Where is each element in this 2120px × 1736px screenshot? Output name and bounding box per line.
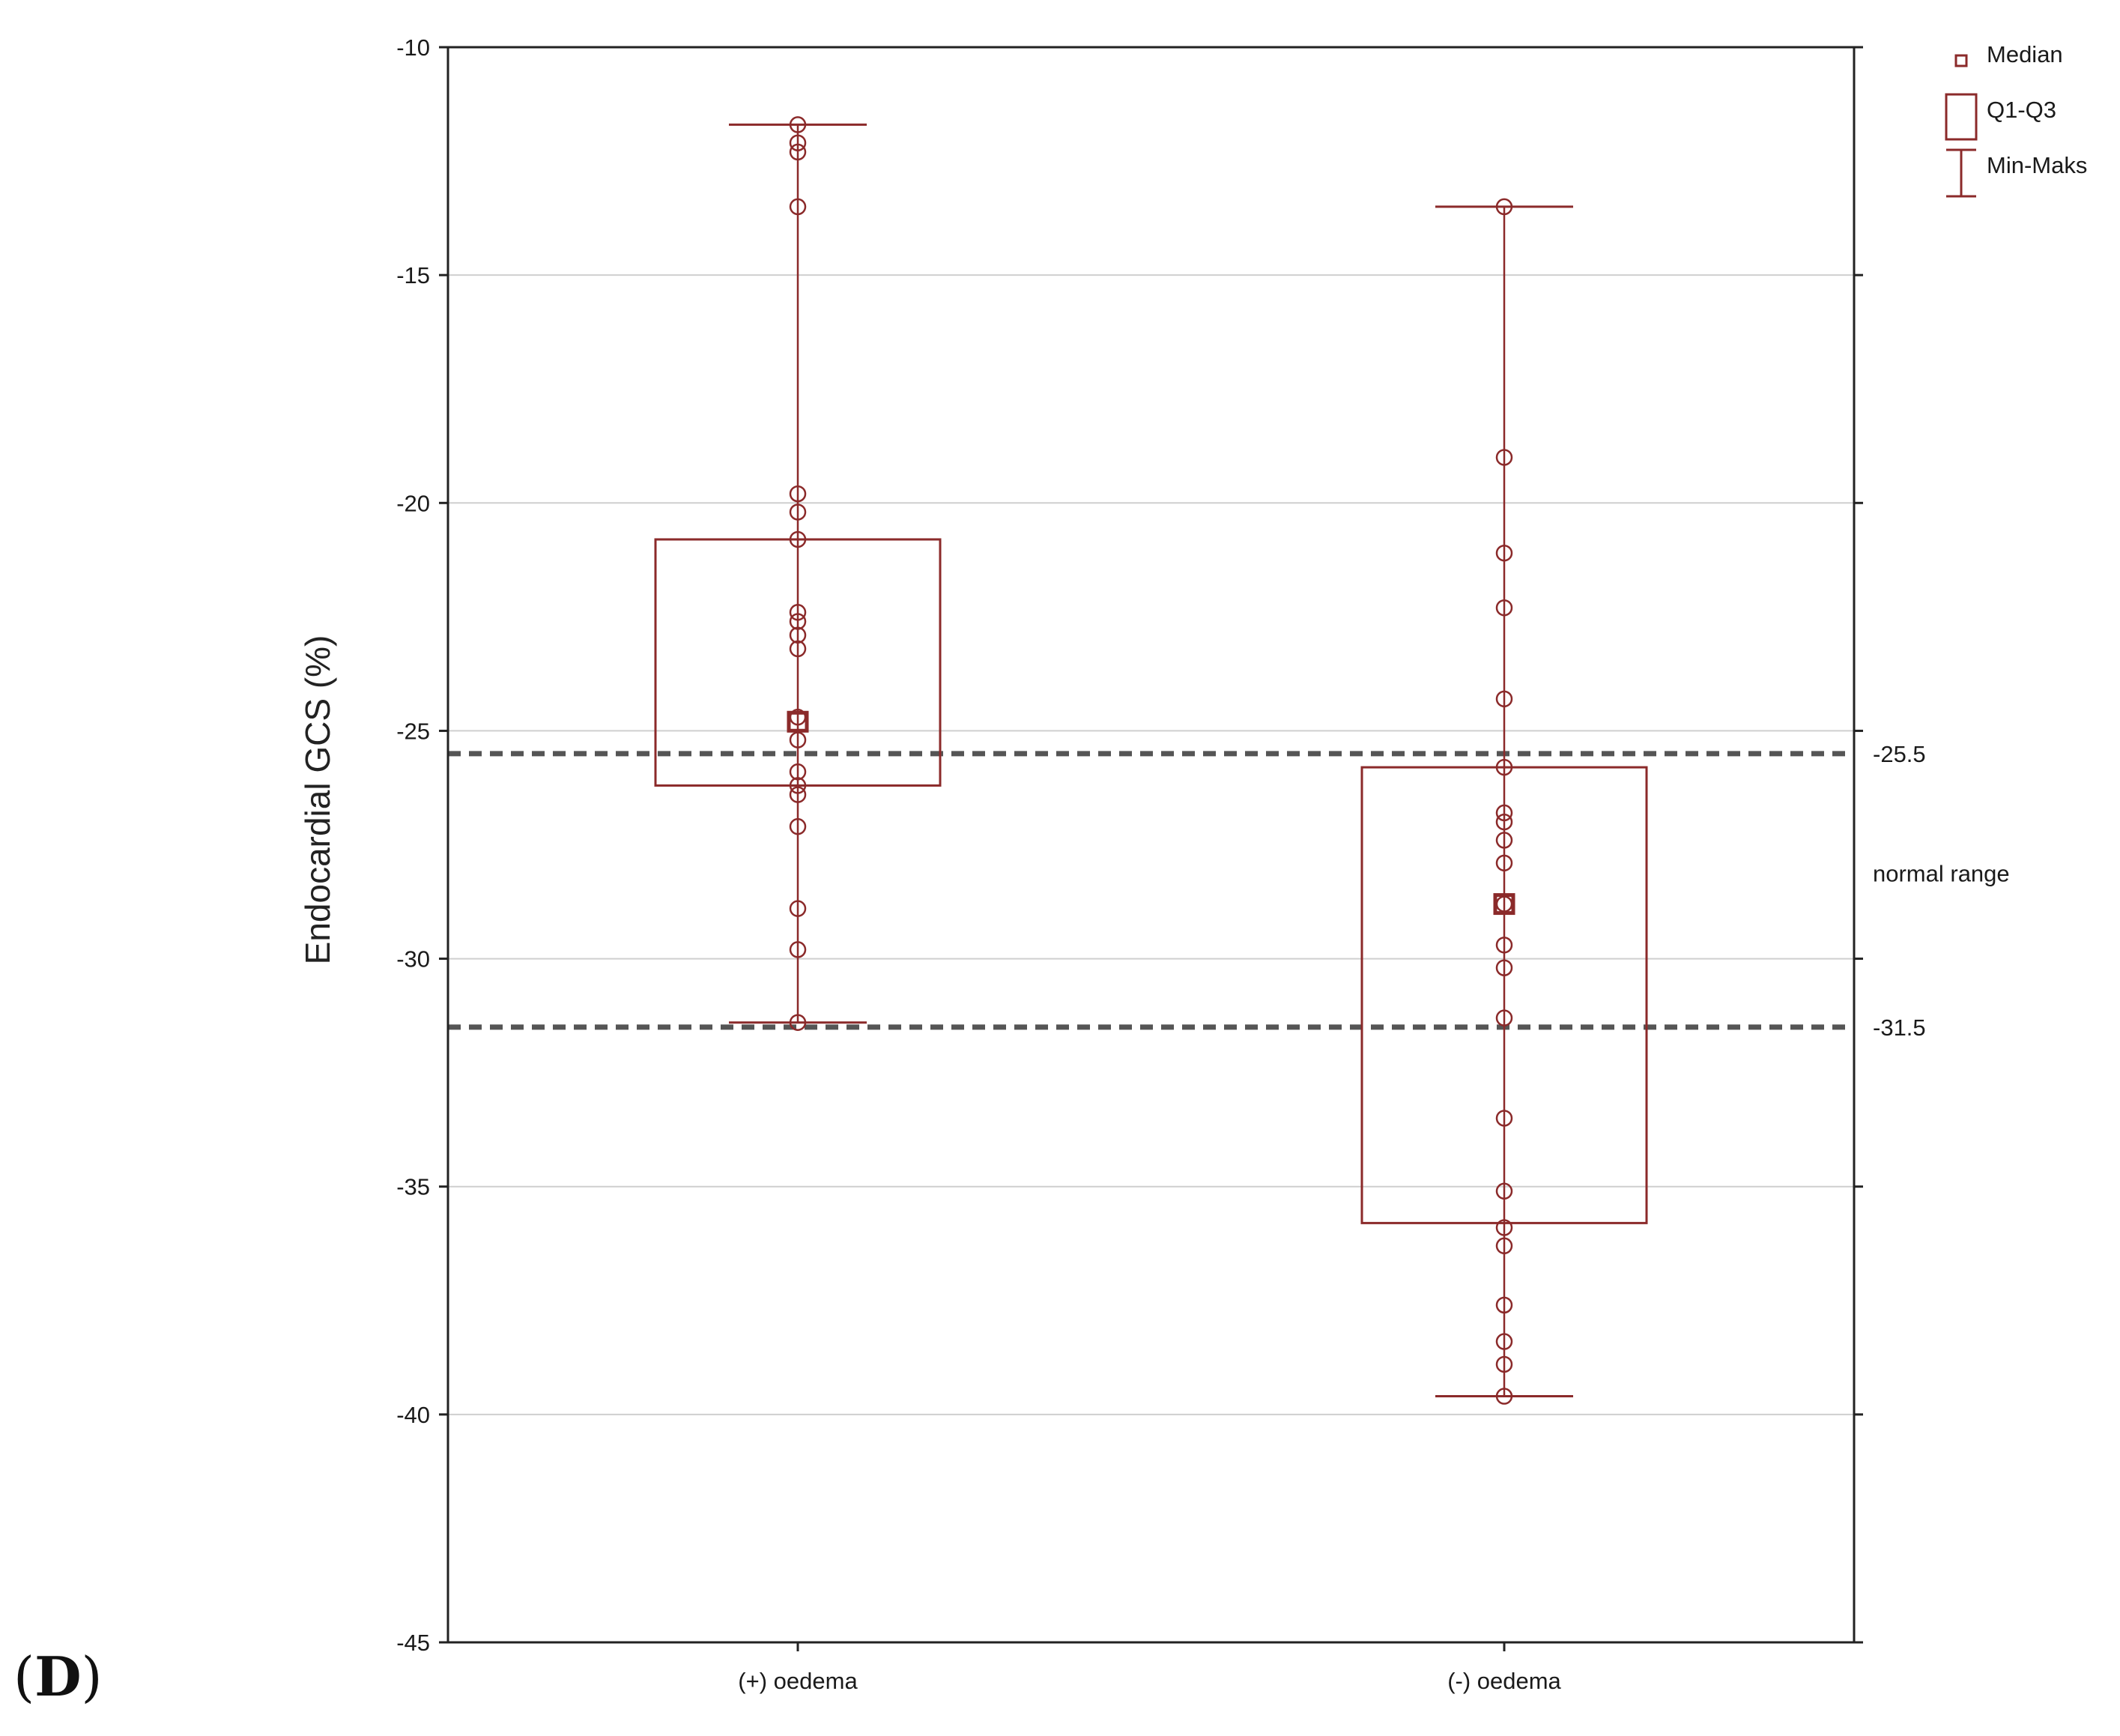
data-point bbox=[789, 604, 807, 621]
data-point bbox=[1495, 1296, 1513, 1314]
box-group bbox=[1360, 198, 1648, 1405]
data-point bbox=[789, 485, 807, 503]
data-point bbox=[1495, 854, 1513, 872]
data-point bbox=[1495, 1009, 1513, 1026]
y-tick-label: -15 bbox=[396, 262, 430, 288]
reference-lines: -25.5 -31.5 bbox=[448, 741, 1926, 1041]
legend-median-symbol bbox=[1954, 54, 1968, 67]
data-point bbox=[789, 198, 807, 216]
plot-frame bbox=[446, 46, 1856, 1644]
data-point bbox=[1495, 1219, 1513, 1236]
y-tick-label: -35 bbox=[396, 1174, 430, 1200]
y-tick-label: -20 bbox=[396, 490, 430, 516]
data-point bbox=[789, 116, 807, 133]
reference-line-label: -25.5 bbox=[1873, 741, 1926, 767]
legend-box-symbol bbox=[1945, 93, 1978, 141]
data-point bbox=[789, 143, 807, 161]
legend: Median Q1-Q3 Min-Maks bbox=[1945, 41, 2087, 198]
iqr-box bbox=[654, 538, 942, 787]
data-point bbox=[789, 1014, 807, 1031]
data-point bbox=[1495, 1388, 1513, 1405]
legend-median-label: Median bbox=[1987, 41, 2063, 67]
x-axis-ticks: (+) oedema (-) oedema bbox=[738, 1642, 1562, 1694]
data-point bbox=[1495, 758, 1513, 776]
data-point bbox=[789, 626, 807, 644]
reference-line-label: -31.5 bbox=[1873, 1014, 1926, 1041]
median-marker bbox=[787, 710, 809, 733]
data-point bbox=[1495, 1110, 1513, 1127]
data-point bbox=[789, 613, 807, 630]
data-point bbox=[1495, 1182, 1513, 1200]
data-point bbox=[789, 786, 807, 803]
data-point bbox=[1495, 599, 1513, 617]
data-point bbox=[789, 777, 807, 794]
x-tick-label: (-) oedema bbox=[1447, 1668, 1561, 1694]
iqr-box bbox=[1360, 766, 1648, 1224]
gridlines bbox=[448, 274, 1854, 1415]
data-point bbox=[789, 503, 807, 521]
y-axis-label: Endocardial GCS (%) bbox=[298, 635, 337, 965]
data-point bbox=[1495, 690, 1513, 708]
normal-range-annotation: normal range bbox=[1873, 860, 2010, 886]
data-point bbox=[1495, 804, 1513, 822]
data-point bbox=[1495, 832, 1513, 849]
y-tick-label: -25 bbox=[396, 718, 430, 744]
data-point bbox=[1495, 1333, 1513, 1350]
data-point bbox=[1495, 198, 1513, 216]
data-point bbox=[789, 900, 807, 917]
y-axis-ticks: -10 -15 -20 -25 -30 -35 -40 -45 bbox=[396, 34, 1863, 1656]
data-point bbox=[1495, 544, 1513, 562]
y-tick-label: -45 bbox=[396, 1630, 430, 1656]
data-point bbox=[789, 530, 807, 548]
data-point bbox=[1495, 1237, 1513, 1255]
data-point bbox=[1495, 959, 1513, 976]
data-point bbox=[1495, 813, 1513, 831]
y-tick-label: -30 bbox=[396, 946, 430, 973]
legend-box-label: Q1-Q3 bbox=[1987, 97, 2056, 123]
box-group bbox=[654, 116, 942, 1031]
data-point bbox=[789, 763, 807, 781]
panel-label: (D) bbox=[13, 1645, 103, 1708]
data-point bbox=[789, 941, 807, 958]
y-tick-label: -40 bbox=[396, 1402, 430, 1428]
data-point bbox=[789, 817, 807, 835]
box-plot-series bbox=[654, 116, 1648, 1405]
panel-label-open: ( bbox=[13, 1645, 35, 1708]
x-tick-label: (+) oedema bbox=[738, 1668, 858, 1694]
data-point bbox=[1495, 1355, 1513, 1373]
data-point bbox=[1495, 937, 1513, 954]
panel-label-letter: D bbox=[34, 1645, 82, 1708]
panel-label-close: ) bbox=[81, 1645, 103, 1708]
data-point bbox=[789, 134, 807, 151]
data-point bbox=[789, 640, 807, 658]
annotations: normal range bbox=[1873, 860, 2010, 886]
legend-whisker-label: Min-Maks bbox=[1987, 152, 2087, 178]
y-tick-label: -10 bbox=[396, 34, 430, 61]
data-point bbox=[1495, 449, 1513, 466]
median-marker bbox=[1493, 893, 1515, 916]
